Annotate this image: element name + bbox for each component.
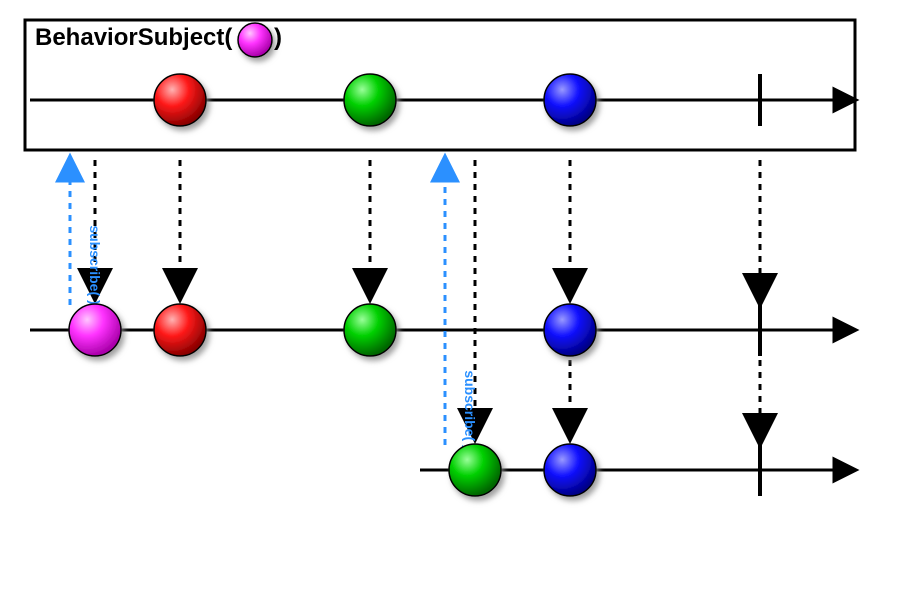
diagram-title: BehaviorSubject( — [35, 24, 232, 51]
marble-s1-red — [154, 304, 206, 356]
subscribe-label: subscribe( ) — [462, 370, 478, 449]
marble-diagram: subscribe( ) subscribe( ) BehaviorSubject… — [0, 0, 900, 600]
marble-s2-blue — [544, 444, 596, 496]
marble-s1-green — [344, 304, 396, 356]
marble-src-blue — [544, 74, 596, 126]
marble-s1-pink — [69, 304, 121, 356]
marble-title-pink — [238, 23, 272, 57]
marble-s2-green — [449, 444, 501, 496]
marble-src-green — [344, 74, 396, 126]
marble-s1-blue — [544, 304, 596, 356]
subscribe-label: subscribe( ) — [87, 225, 103, 304]
diagram-title-close: ) — [274, 24, 282, 51]
marble-src-red — [154, 74, 206, 126]
